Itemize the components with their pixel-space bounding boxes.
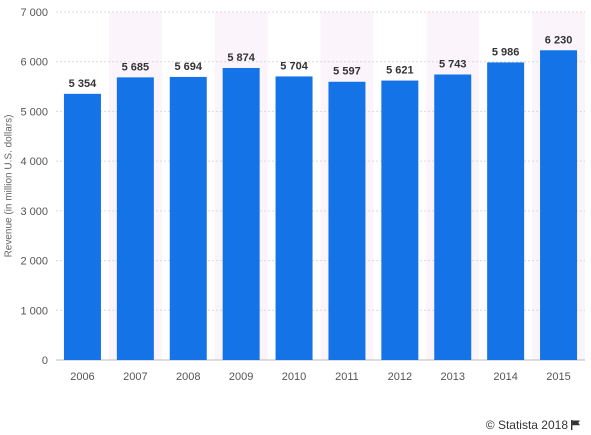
data-label-2014: 5 986 [492, 46, 520, 58]
bar-2010[interactable] [275, 76, 313, 360]
bar-2014[interactable] [487, 62, 525, 361]
x-tick-label: 2007 [123, 371, 147, 383]
x-tick-label: 2008 [176, 371, 200, 383]
x-axis-ticks: 2006 2007 2008 2009 2010 2011 2012 2013 2014 2015 [70, 371, 571, 383]
y-tick-label: 4 000 [20, 156, 48, 168]
y-axis-label: Revenue (in million U.S. dollars) [4, 115, 15, 258]
x-tick-label: 2009 [229, 371, 253, 383]
bar-2011[interactable] [328, 81, 366, 360]
y-tick-label: 2 000 [20, 256, 48, 268]
x-tick-label: 2015 [546, 371, 570, 383]
bar-2006[interactable] [63, 93, 101, 360]
y-tick-label: 0 [42, 355, 48, 367]
y-tick-label: 3 000 [20, 206, 48, 218]
x-tick-label: 2011 [335, 371, 359, 383]
data-label-2015: 6 230 [545, 34, 573, 46]
y-tick-label: 6 000 [20, 57, 48, 69]
x-tick-label: 2010 [282, 371, 306, 383]
credit-text: © Statista 2018 [485, 418, 568, 432]
bar-2015[interactable] [540, 50, 578, 360]
x-tick-label: 2012 [388, 371, 412, 383]
y-tick-label: 5 000 [20, 106, 48, 118]
statista-credit[interactable]: © Statista 2018 [486, 418, 581, 432]
data-label-2013: 5 743 [439, 58, 467, 70]
y-axis-ticks: 0 1 000 2 000 3 000 4 000 5 000 6 000 7 000 [20, 7, 48, 367]
y-tick-label: 1 000 [20, 305, 48, 317]
bar-2008[interactable] [169, 76, 207, 361]
data-label-2012: 5 621 [386, 65, 414, 77]
data-label-2010: 5 704 [280, 60, 308, 72]
data-label-2009: 5 874 [227, 52, 255, 64]
bar-2007[interactable] [116, 77, 154, 361]
flag-icon [571, 420, 580, 430]
data-labels: 5 354 5 685 5 694 5 874 5 704 5 597 5 621 5 743… [69, 34, 573, 90]
data-label-2007: 5 685 [122, 61, 150, 73]
x-tick-label: 2006 [70, 371, 94, 383]
y-tick-label: 7 000 [20, 7, 48, 19]
bars [63, 50, 578, 361]
bar-2009[interactable] [222, 67, 260, 361]
data-label-2011: 5 597 [333, 66, 361, 78]
bar-2013[interactable] [434, 74, 472, 361]
x-tick-label: 2014 [493, 371, 517, 383]
x-tick-label: 2013 [441, 371, 465, 383]
data-label-2008: 5 694 [174, 61, 202, 73]
bar-2012[interactable] [381, 80, 419, 360]
data-label-2006: 5 354 [69, 78, 97, 90]
